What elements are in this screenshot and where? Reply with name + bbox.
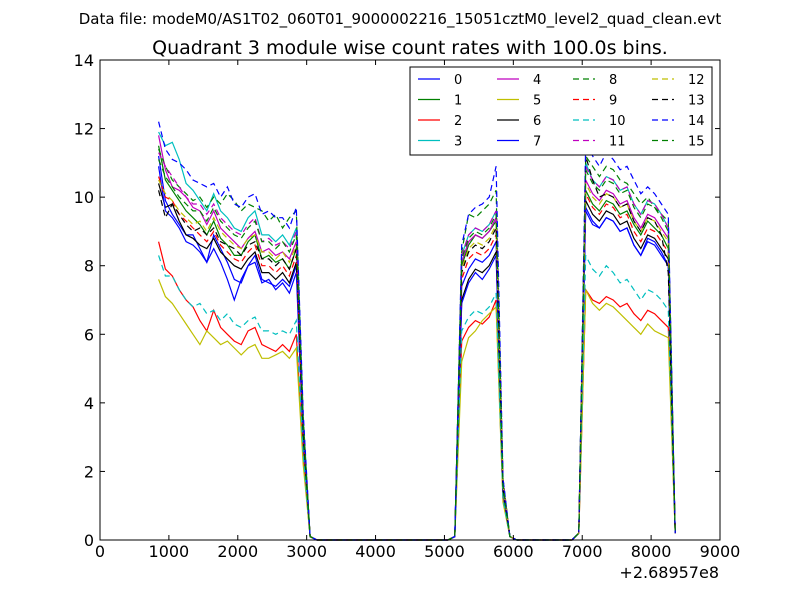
suptitle: Data file: modeM0/AS1T02_060T01_90000022… [79, 10, 722, 29]
y-tick-label: 4 [84, 394, 94, 413]
legend-label-15: 15 [688, 135, 705, 150]
legend-label-12: 12 [688, 73, 705, 88]
legend-label-8: 8 [609, 73, 617, 88]
y-tick-label: 6 [84, 325, 94, 344]
axes-frame [99, 59, 721, 541]
x-tick-label: 5000 [424, 542, 465, 561]
x-tick-label: 0 [95, 542, 105, 561]
y-tick-label: 12 [74, 120, 94, 139]
legend-label-6: 6 [533, 114, 541, 129]
x-tick-label: 3000 [286, 542, 327, 561]
x-tick-label: 1000 [149, 542, 190, 561]
legend-frame [409, 66, 713, 156]
legend-label-5: 5 [533, 94, 541, 109]
legend-label-1: 1 [454, 94, 462, 109]
legend-label-7: 7 [533, 135, 541, 150]
legend-label-10: 10 [609, 114, 626, 129]
legend-label-4: 4 [533, 73, 541, 88]
legend-label-2: 2 [454, 114, 462, 129]
legend-label-9: 9 [609, 94, 617, 109]
legend-label-3: 3 [454, 135, 462, 150]
y-tick-label: 0 [84, 531, 94, 550]
x-tick-label: 8000 [631, 542, 672, 561]
y-tick-label: 8 [84, 257, 94, 276]
x-tick-label: 6000 [493, 542, 534, 561]
x-tick-label: 2000 [217, 542, 258, 561]
legend-label-14: 14 [688, 114, 705, 129]
y-tick-label: 14 [74, 51, 94, 70]
x-tick-label: 4000 [355, 542, 396, 561]
legend-label-13: 13 [688, 94, 705, 109]
tick-layer: 0 1000 2000 3000 4000 5000 6000 7000 8000 9000 0 2 4… [74, 51, 741, 561]
chart-title: Quadrant 3 module wise count rates with … [152, 37, 668, 59]
series-line-11 [158, 152, 676, 541]
legend-label-0: 0 [454, 73, 462, 88]
x-tick-label: 7000 [562, 542, 603, 561]
legend-label-11: 11 [609, 135, 626, 150]
y-tick-label: 10 [74, 188, 94, 207]
y-tick-label: 2 [84, 462, 94, 481]
series-line-10 [158, 255, 676, 541]
series-line-8 [158, 148, 676, 541]
x-tick-label: 9000 [700, 542, 741, 561]
x-offset-label: +2.68957e8 [619, 563, 719, 582]
